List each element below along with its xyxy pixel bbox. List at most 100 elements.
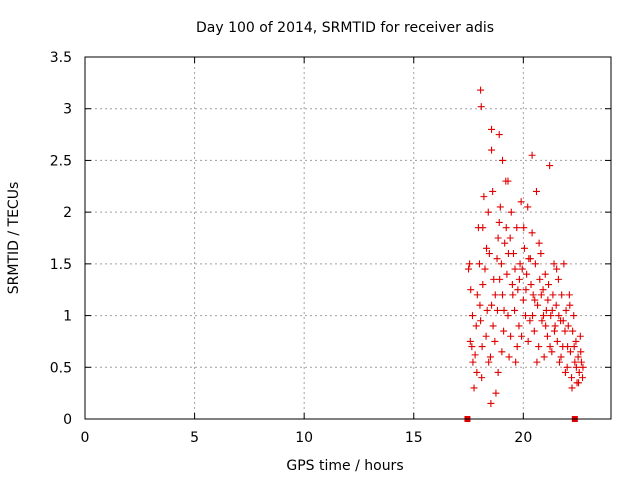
- y-tick-label: 2.5: [50, 153, 72, 169]
- data-point: [537, 291, 545, 299]
- y-tick-label: 1.5: [50, 257, 72, 273]
- x-tick-label: 0: [81, 430, 90, 446]
- data-point: [501, 239, 509, 247]
- data-point: [465, 265, 473, 273]
- data-point: [496, 275, 504, 283]
- data-point: [552, 301, 560, 309]
- data-point: [526, 255, 534, 263]
- data-point: [550, 327, 558, 335]
- data-point: [518, 265, 526, 273]
- data-point: [511, 265, 519, 273]
- data-point: [506, 234, 514, 242]
- data-point: [520, 244, 528, 252]
- data-point: [540, 353, 548, 361]
- data-point: [549, 291, 557, 299]
- data-point: [542, 322, 550, 330]
- data-point: [471, 351, 479, 359]
- data-point: [577, 348, 585, 356]
- y-tick-label: 3: [63, 102, 72, 118]
- data-point: [494, 368, 502, 376]
- data-point: [492, 389, 500, 397]
- data-point: [529, 312, 537, 320]
- data-point: [507, 332, 515, 340]
- grid: [85, 57, 611, 419]
- data-point: [490, 275, 498, 283]
- data-point: [491, 337, 499, 345]
- data-point: [555, 358, 563, 366]
- data-point: [566, 348, 574, 356]
- data-point: [575, 368, 583, 376]
- data-point: [473, 291, 481, 299]
- data-point: [572, 337, 580, 345]
- data-point: [498, 348, 506, 356]
- data-point: [495, 131, 503, 139]
- data-point: [570, 312, 578, 320]
- data-point: [484, 208, 492, 216]
- data-point: [487, 399, 495, 407]
- data-point: [497, 260, 505, 268]
- data-point: [572, 363, 580, 371]
- data-point: [469, 358, 477, 366]
- y-tick-label: 0: [63, 412, 72, 428]
- data-point: [561, 327, 569, 335]
- data-point: [489, 322, 497, 330]
- chart-title: Day 100 of 2014, SRMTID for receiver adi…: [196, 20, 494, 36]
- data-point: [564, 343, 572, 351]
- data-point: [485, 250, 493, 258]
- data-point: [534, 301, 542, 309]
- data-point: [545, 281, 553, 289]
- data-point: [477, 103, 485, 111]
- data-point: [517, 198, 525, 206]
- data-point: [473, 368, 481, 376]
- data-point: [568, 384, 576, 392]
- data-point: [532, 187, 540, 195]
- data-point: [569, 327, 577, 335]
- y-tick-label: 0.5: [50, 360, 72, 376]
- data-point: [485, 358, 493, 366]
- data-point: [535, 343, 543, 351]
- data-point: [504, 312, 512, 320]
- data-point: [470, 384, 478, 392]
- data-point: [566, 301, 574, 309]
- data-point: [542, 306, 550, 314]
- data-point: [488, 301, 496, 309]
- data-point: [482, 332, 490, 340]
- data-point: [516, 260, 524, 268]
- data-point: [494, 234, 502, 242]
- x-axis-label: GPS time / hours: [286, 458, 403, 474]
- data-point: [508, 281, 516, 289]
- data-point: [550, 260, 558, 268]
- data-point: [560, 260, 568, 268]
- data-point: [466, 260, 474, 268]
- y-tick-label: 2: [63, 205, 72, 221]
- data-point: [476, 260, 483, 268]
- x-tick-label: 15: [405, 430, 423, 446]
- data-point: [533, 358, 541, 366]
- data-point: [551, 322, 559, 330]
- data-point: [514, 286, 522, 294]
- data-point: [553, 337, 561, 345]
- data-point: [523, 270, 531, 278]
- data-point: [579, 363, 587, 371]
- data-point: [518, 332, 526, 340]
- data-point: [553, 265, 561, 273]
- y-axis-label: SRMTID / TECUs: [6, 182, 22, 295]
- data-point: [512, 358, 520, 366]
- data-point: [577, 358, 585, 366]
- data-point: [493, 255, 501, 263]
- data-point: [467, 286, 475, 294]
- data-point: [503, 270, 511, 278]
- data-point: [558, 291, 566, 299]
- data-point: [504, 250, 512, 258]
- data-point: [481, 265, 489, 273]
- data-point: [555, 312, 563, 320]
- data-point: [488, 125, 496, 133]
- data-point: [511, 306, 519, 314]
- data-point: [483, 244, 491, 252]
- data-point: [499, 291, 507, 299]
- data-point: [562, 306, 570, 314]
- data-point: [486, 353, 494, 361]
- data-point: [522, 286, 530, 294]
- data-point: [543, 332, 551, 340]
